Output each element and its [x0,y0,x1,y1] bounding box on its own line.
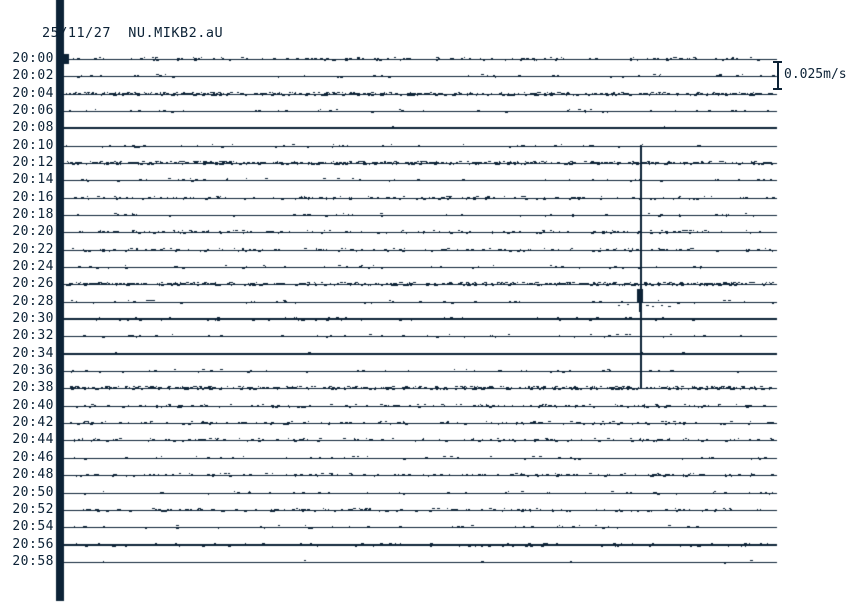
amplitude-scale-label: 0.025m/s [784,67,847,82]
scale-bracket-bottom-cap [773,88,782,90]
scale-bracket-vertical [777,61,779,90]
